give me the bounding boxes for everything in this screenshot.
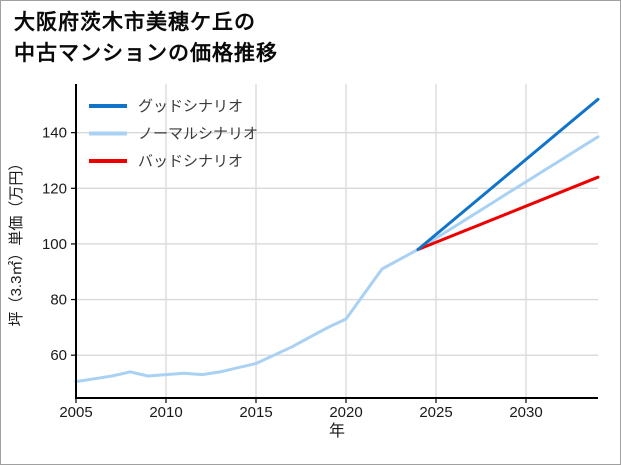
series-line-normal (74, 135, 600, 384)
y-axis-title: 坪（3.3㎡）単価（万円） (8, 156, 25, 327)
x-tick-label: 2030 (509, 404, 542, 421)
x-tick-label: 2020 (329, 404, 362, 421)
legend-label-bad: バッドシナリオ (138, 153, 243, 170)
legend-label-normal: ノーマルシナリオ (138, 126, 258, 143)
legend-label-good: グッドシナリオ (138, 98, 243, 115)
x-tick-label: 2010 (149, 404, 182, 421)
x-axis-title: 年 (329, 422, 345, 440)
y-tick-label: 140 (42, 125, 67, 142)
chart-title-line-1: 大阪府茨木市美穂ケ丘の (14, 11, 256, 34)
x-tick-label: 2025 (419, 404, 452, 421)
y-tick-label: 120 (42, 180, 67, 197)
y-tick-label: 100 (42, 236, 67, 253)
chart-title: 大阪府茨木市美穂ケ丘の 中古マンションの価格推移 (14, 7, 278, 69)
y-tick-label: 80 (50, 292, 67, 309)
x-tick-label: 2015 (239, 404, 272, 421)
series-line-bad (416, 175, 600, 251)
chart-title-line-2: 中古マンションの価格推移 (14, 42, 278, 65)
x-tick-label: 2005 (59, 404, 92, 421)
series-line-good (416, 97, 600, 251)
y-tick-label: 60 (50, 347, 67, 364)
